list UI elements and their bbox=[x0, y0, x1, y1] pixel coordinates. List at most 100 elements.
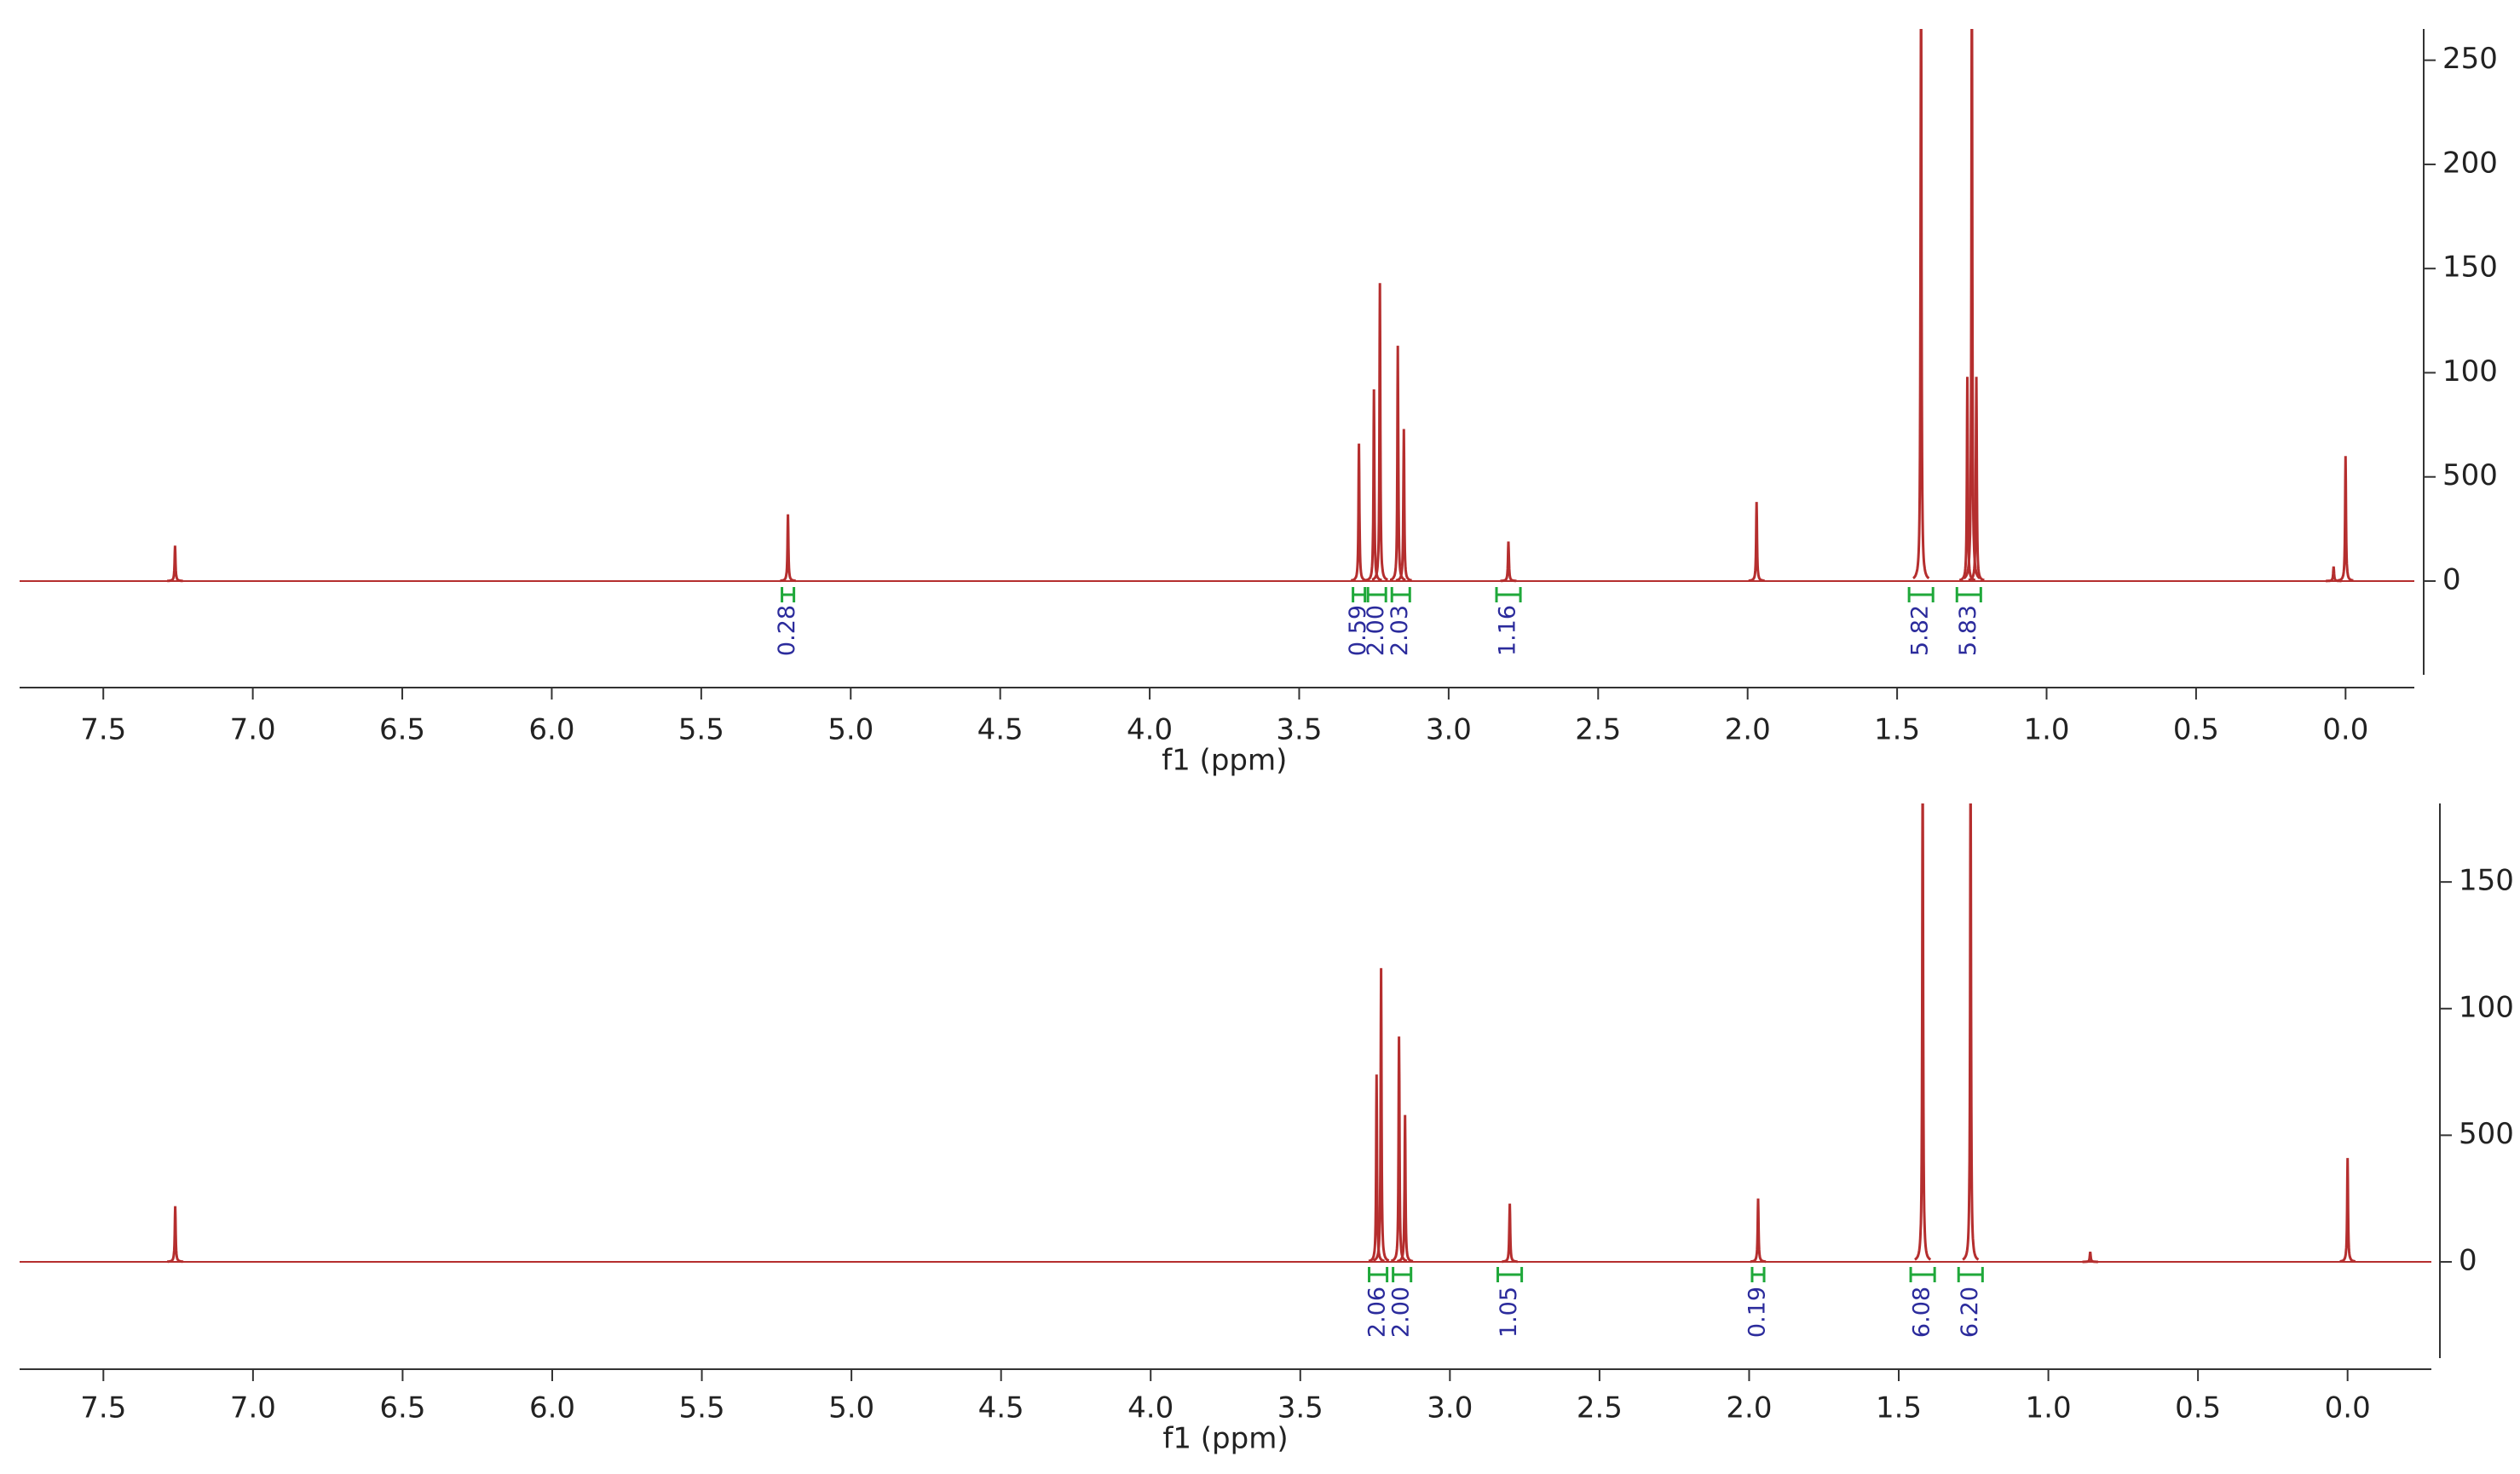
peak bbox=[166, 1206, 184, 1264]
x-tick-label: 5.0 bbox=[828, 713, 874, 747]
x-tick-label: 1.5 bbox=[1876, 1391, 1922, 1425]
peak bbox=[2326, 566, 2342, 583]
x-tick-label: 2.5 bbox=[1575, 713, 1621, 747]
peak bbox=[167, 545, 183, 583]
y-tick-label: 500 bbox=[2442, 458, 2498, 492]
x-tick-label: 7.0 bbox=[230, 1391, 276, 1425]
integral-label: 6.08 bbox=[1909, 1287, 1935, 1338]
x-tick-label: 1.0 bbox=[2023, 713, 2069, 747]
peak bbox=[2337, 456, 2354, 582]
x-axis-label: f1 (ppm) bbox=[1162, 744, 1287, 778]
x-tick-label: 2.0 bbox=[1725, 713, 1771, 747]
peak bbox=[1912, 29, 1930, 579]
x-tick-label: 3.5 bbox=[1276, 713, 1322, 747]
peak bbox=[1390, 1036, 1408, 1263]
integral-label: 0.59 bbox=[1345, 605, 1371, 656]
integral-bracket bbox=[781, 587, 796, 602]
peak bbox=[1750, 1198, 1767, 1264]
integral-label: 5.82 bbox=[1907, 605, 1934, 656]
peak bbox=[1368, 1074, 1385, 1263]
peaks bbox=[20, 803, 2431, 1264]
peak bbox=[1502, 1203, 1518, 1264]
x-tick-label: 4.0 bbox=[1127, 713, 1173, 747]
integral-bracket bbox=[1390, 587, 1411, 602]
peak bbox=[1963, 29, 1981, 579]
integral-label: 2.00 bbox=[1363, 605, 1389, 656]
x-tick-label: 3.5 bbox=[1277, 1391, 1323, 1425]
integral-label: 1.16 bbox=[1495, 605, 1521, 656]
x-tick-label: 6.0 bbox=[528, 713, 574, 747]
peak bbox=[1389, 345, 1406, 582]
integral-bracket bbox=[1750, 1267, 1766, 1282]
x-tick-label: 1.5 bbox=[1874, 713, 1920, 747]
integral-bracket bbox=[1392, 1267, 1413, 1282]
x-tick-label: 3.0 bbox=[1426, 713, 1472, 747]
peak bbox=[1397, 1114, 1414, 1263]
peaks bbox=[20, 29, 2414, 583]
peak bbox=[1968, 377, 1985, 582]
spectrum-panel: 7.5 7.0 6.5 6.0 5.5 5.0 4.5 4.0 3.5 3.0 2.5 2.0 1.5 1… bbox=[20, 803, 2514, 1456]
integral-bracket bbox=[1496, 1267, 1524, 1282]
y-tick-label: 500 bbox=[2459, 1117, 2514, 1151]
y-tick-label: 150 bbox=[2442, 250, 2498, 285]
peak bbox=[1371, 283, 1388, 581]
x-tick-label: 6.5 bbox=[379, 713, 425, 747]
peak bbox=[1350, 443, 1368, 582]
y-tick-label: 200 bbox=[2442, 146, 2498, 180]
integral-bracket bbox=[1907, 587, 1935, 602]
x-tick-label: 0.0 bbox=[2322, 713, 2368, 747]
peak bbox=[1914, 803, 1932, 1261]
spectrum-panel: 7.5 7.0 6.5 6.0 5.5 5.0 4.5 4.0 3.5 3.0 2.5 2.0 1.5 1… bbox=[20, 29, 2498, 778]
peak bbox=[780, 514, 796, 583]
x-tick-label: 3.0 bbox=[1427, 1391, 1473, 1425]
integral-bracket bbox=[1955, 587, 1982, 602]
integral-label: 2.06 bbox=[1364, 1287, 1391, 1338]
integral-label: 2.00 bbox=[1388, 1287, 1415, 1338]
peak bbox=[1365, 389, 1382, 582]
x-axis-label: f1 (ppm) bbox=[1162, 1422, 1288, 1456]
y-tick-label: 150 bbox=[2459, 864, 2514, 898]
peak bbox=[1748, 502, 1765, 583]
peak bbox=[2082, 1252, 2098, 1264]
x-tick-label: 7.5 bbox=[80, 713, 126, 747]
integral-label: 1.05 bbox=[1496, 1287, 1522, 1338]
integral-label: 6.20 bbox=[1957, 1287, 1983, 1338]
x-tick-label: 2.0 bbox=[1726, 1391, 1772, 1425]
peak bbox=[1500, 541, 1517, 583]
x-tick-label: 6.5 bbox=[379, 1391, 425, 1425]
peak bbox=[1962, 803, 1980, 1261]
x-tick-label: 4.5 bbox=[977, 713, 1024, 747]
peak bbox=[1372, 968, 1390, 1262]
x-tick-label: 7.0 bbox=[230, 713, 276, 747]
integral-bracket bbox=[1366, 587, 1387, 602]
y-tick-label: 100 bbox=[2459, 990, 2514, 1024]
x-tick-label: 6.0 bbox=[529, 1391, 575, 1425]
peak bbox=[2339, 1158, 2356, 1263]
integral-label: 0.28 bbox=[774, 605, 800, 656]
y-tick-label: 0 bbox=[2459, 1244, 2477, 1278]
peak bbox=[1395, 429, 1412, 582]
x-tick-label: 7.5 bbox=[80, 1391, 126, 1425]
x-tick-label: 0.5 bbox=[2173, 713, 2219, 747]
y-tick-label: 250 bbox=[2442, 42, 2498, 76]
integral-bracket bbox=[1352, 587, 1367, 602]
x-tick-label: 0.5 bbox=[2175, 1391, 2221, 1425]
x-tick-label: 0.0 bbox=[2325, 1391, 2371, 1425]
x-tick-label: 4.5 bbox=[978, 1391, 1024, 1425]
integral-label: 5.83 bbox=[1955, 605, 1981, 656]
integral-bracket bbox=[1957, 1267, 1984, 1282]
integral-bracket bbox=[1909, 1267, 1936, 1282]
integral-label: 0.19 bbox=[1744, 1287, 1770, 1338]
x-tick-label: 1.0 bbox=[2026, 1391, 2072, 1425]
x-tick-label: 5.5 bbox=[678, 713, 724, 747]
integral-bracket bbox=[1368, 1267, 1389, 1282]
x-tick-label: 4.0 bbox=[1127, 1391, 1174, 1425]
y-tick-label: 0 bbox=[2442, 562, 2461, 596]
x-tick-label: 5.0 bbox=[828, 1391, 874, 1425]
x-tick-label: 5.5 bbox=[679, 1391, 725, 1425]
integral-bracket bbox=[1495, 587, 1522, 602]
x-tick-label: 2.5 bbox=[1577, 1391, 1623, 1425]
y-tick-label: 100 bbox=[2442, 354, 2498, 389]
integral-label: 2.03 bbox=[1387, 605, 1413, 656]
